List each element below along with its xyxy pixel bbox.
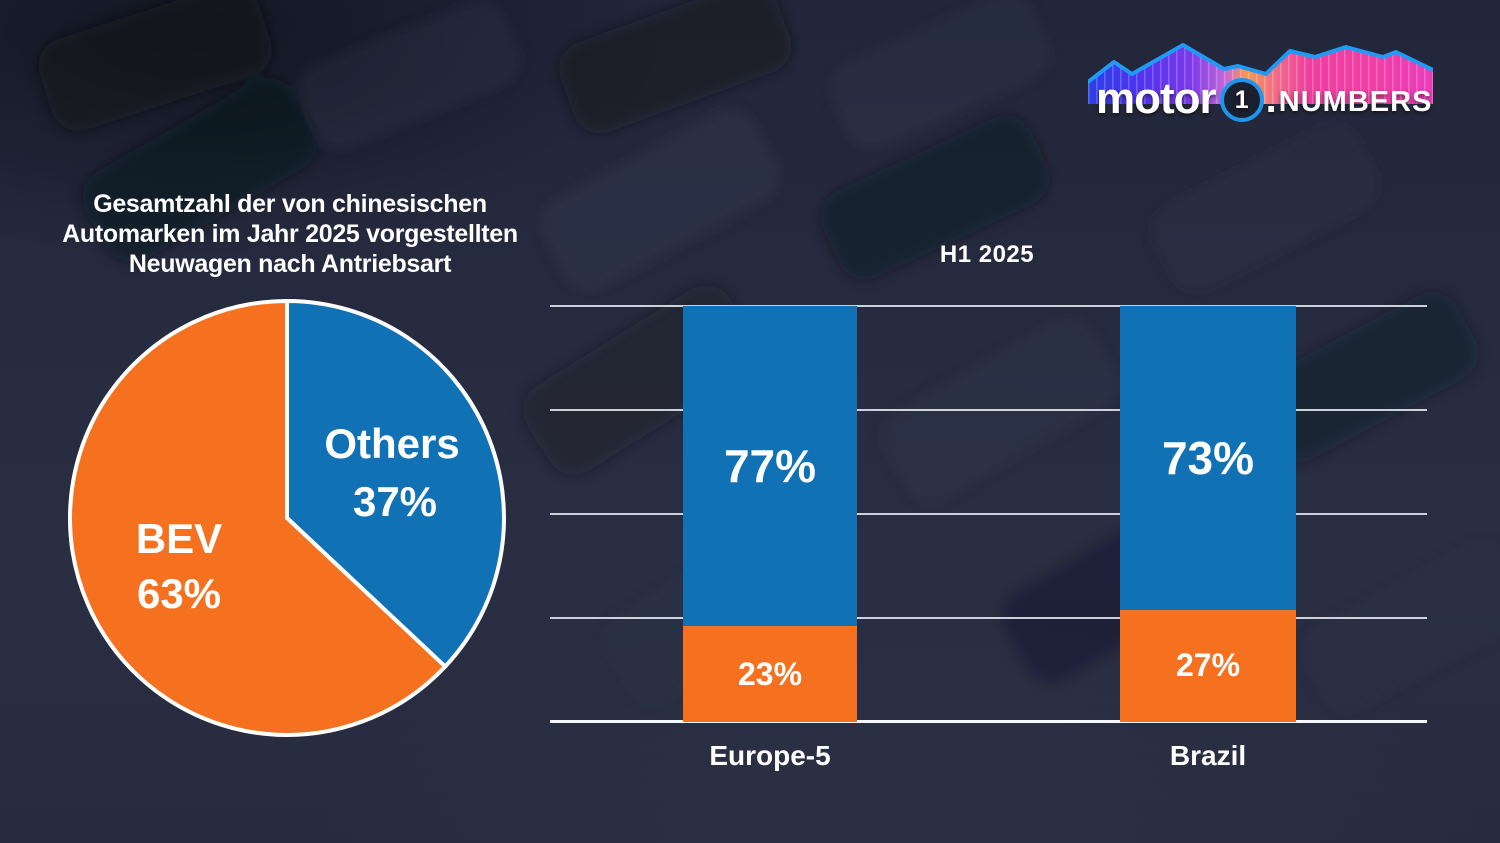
bar-brazil: 73% 27% <box>1120 306 1296 722</box>
bar-segment-bev-brazil: 27% <box>1120 609 1296 722</box>
pie-value-bev: 63% <box>136 570 222 617</box>
gridline-25pct <box>550 617 1427 619</box>
bar-europe-5: 77% 23% <box>683 306 857 722</box>
bar-segment-others-brazil: 73% <box>1120 306 1296 610</box>
category-label-europe-5: Europe-5 <box>709 740 831 771</box>
bar-segment-others-europe-5: 77% <box>683 306 857 627</box>
bar-value-bev-europe-5: 23% <box>737 655 803 692</box>
pie-label-others: Others <box>324 420 460 467</box>
bar-value-bev-brazil: 27% <box>1175 647 1241 684</box>
logo-numbers-text: NUMBERS <box>1278 85 1433 118</box>
gridline-50pct <box>550 513 1427 515</box>
pie-svg <box>68 299 506 737</box>
pie-label-bev: BEV <box>135 515 223 562</box>
pie-title-line-1: Gesamtzahl der von chinesischen <box>93 190 487 218</box>
logo-wordmark: motor 1 . NUMBERS <box>1096 76 1432 122</box>
logo-dot-text: . <box>1265 77 1277 121</box>
gridline-100pct <box>550 305 1427 307</box>
logo-mountain-chart-icon <box>1088 43 1433 104</box>
bar-chart-title: H1 2025 <box>939 241 1035 268</box>
pie-slice-bev <box>68 299 448 737</box>
pie-slice-others <box>285 299 506 669</box>
logo-motor-text: motor <box>1096 74 1217 123</box>
gridline-75pct <box>550 409 1427 411</box>
logo-one-badge: 1 <box>1219 78 1264 122</box>
category-label-brazil: Brazil <box>1169 740 1247 771</box>
motor1-numbers-logo: motor 1 . NUMBERS <box>1088 42 1433 128</box>
pie-title-line-2: Automarken im Jahr 2025 vorgestellten <box>62 220 518 248</box>
x-axis-line <box>550 720 1427 723</box>
bar-chart-plot-area: 77% 23% 73% 27% Europe-5 Brazil <box>550 305 1427 771</box>
pie-chart-title: Gesamtzahl der von chinesischen Automark… <box>0 189 590 279</box>
pie-value-others: 37% <box>352 478 438 525</box>
bar-value-others-brazil: 73% <box>1161 431 1255 484</box>
pie-chart: Others 37% BEV 63% <box>66 297 508 739</box>
bar-value-others-europe-5: 77% <box>723 440 817 493</box>
logo-one-text: 1 <box>1234 85 1249 114</box>
bar-segment-bev-europe-5: 23% <box>683 626 857 722</box>
pie-title-line-3: Neuwagen nach Antriebsart <box>128 250 452 278</box>
